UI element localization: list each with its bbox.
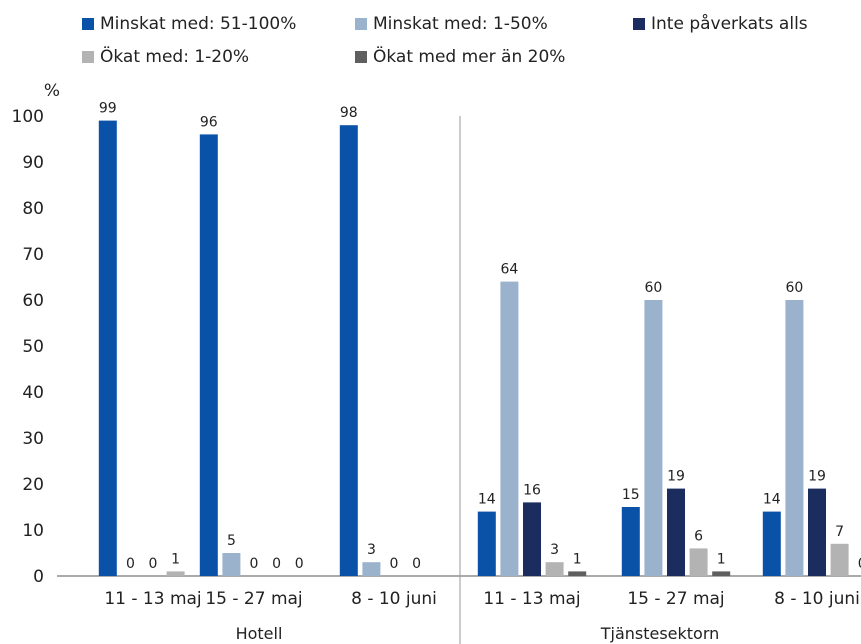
y-axis-ticks: 0 10 20 30 40 50 60 70 80 90 100 (12, 107, 44, 587)
data-label: 6 (694, 528, 703, 544)
data-label: 7 (835, 524, 844, 540)
y-tick-label: 100 (12, 107, 44, 127)
bar (644, 300, 663, 576)
y-tick-label: 90 (22, 153, 44, 173)
data-labels: 9900196500098300146416311560196114601970 (99, 101, 861, 572)
data-label: 3 (367, 542, 376, 558)
y-tick-label: 0 (33, 567, 44, 587)
data-label: 0 (858, 556, 861, 572)
bar (667, 488, 685, 576)
data-label: 1 (573, 551, 582, 567)
bar (477, 511, 496, 576)
data-label: 3 (550, 542, 559, 558)
bars (98, 120, 849, 576)
bar (500, 281, 519, 576)
bar (621, 507, 640, 576)
y-tick-label: 30 (22, 429, 44, 449)
y-tick-label: 60 (22, 291, 44, 311)
bar (523, 502, 541, 576)
bar (785, 300, 804, 576)
legend-label: Minskat med: 51-100% (100, 14, 297, 34)
bar (808, 488, 826, 576)
y-tick-label: 20 (22, 475, 44, 495)
bar (830, 543, 849, 576)
data-label: 60 (785, 280, 803, 296)
category-label: 15 - 27 maj (627, 589, 724, 609)
data-label: 5 (227, 533, 236, 549)
data-label: 0 (412, 556, 421, 572)
category-label: 11 - 13 maj (483, 589, 580, 609)
data-label: 64 (500, 262, 518, 278)
data-label: 98 (340, 105, 358, 121)
category-label: 8 - 10 juni (774, 589, 860, 609)
data-label: 15 (622, 487, 640, 503)
legend-swatch (82, 18, 94, 30)
data-label: 0 (250, 556, 259, 572)
legend-item-minskat-1-50: Minskat med: 1-50% (355, 14, 548, 34)
bar (568, 571, 587, 576)
legend-swatch (355, 51, 367, 63)
data-label: 19 (667, 469, 685, 485)
y-tick-label: 10 (22, 521, 44, 541)
y-tick-label: 70 (22, 245, 44, 265)
bar (362, 562, 381, 576)
legend-item-minskat-51-100: Minskat med: 51-100% (82, 14, 296, 34)
data-label: 96 (200, 114, 218, 130)
y-axis-unit: % (44, 81, 60, 101)
bar (166, 571, 185, 576)
data-label: 16 (523, 482, 541, 498)
group-label: Hotell (236, 624, 283, 643)
y-tick-label: 50 (22, 337, 44, 357)
bar (222, 553, 241, 576)
bar (545, 562, 564, 576)
bar (689, 548, 708, 576)
bar (339, 125, 358, 576)
legend-item-okat-1-20: Ökat med: 1-20% (82, 47, 249, 67)
data-label: 14 (478, 492, 496, 508)
data-label: 60 (644, 280, 662, 296)
legend-label: Ökat med: 1-20% (100, 47, 250, 67)
legend-item-okat-over-20: Ökat med mer än 20% (355, 47, 565, 67)
legend-label: Ökat med mer än 20% (373, 47, 566, 67)
data-label: 0 (390, 556, 399, 572)
y-tick-label: 80 (22, 199, 44, 219)
category-label: 8 - 10 juni (351, 589, 437, 609)
legend-swatch (355, 18, 367, 30)
category-label: 11 - 13 maj (104, 589, 201, 609)
data-label: 14 (763, 492, 781, 508)
legend-swatch (82, 51, 94, 63)
x-axis-labels: 11 - 13 maj 15 - 27 maj 8 - 10 juniHotell1… (104, 589, 860, 643)
data-label: 99 (99, 101, 117, 117)
data-label: 0 (149, 556, 158, 572)
bar (712, 571, 731, 576)
legend-swatch (633, 18, 645, 30)
legend-item-inte-paverkats: Inte påverkats alls (633, 14, 808, 34)
legend-label: Inte påverkats alls (651, 14, 808, 34)
bar (762, 511, 781, 576)
legend-label: Minskat med: 1-50% (373, 14, 548, 34)
group-label: Tjänstesektorn (600, 624, 720, 643)
data-label: 0 (272, 556, 281, 572)
category-label: 15 - 27 maj (205, 589, 302, 609)
bar (98, 120, 117, 576)
legend: Minskat med: 51-100% Minskat med: 1-50% … (0, 0, 861, 80)
data-label: 0 (295, 556, 304, 572)
data-label: 1 (171, 551, 180, 567)
bar (199, 134, 218, 576)
data-label: 19 (808, 469, 826, 485)
data-label: 0 (126, 556, 135, 572)
data-label: 1 (717, 551, 726, 567)
y-tick-label: 40 (22, 383, 44, 403)
